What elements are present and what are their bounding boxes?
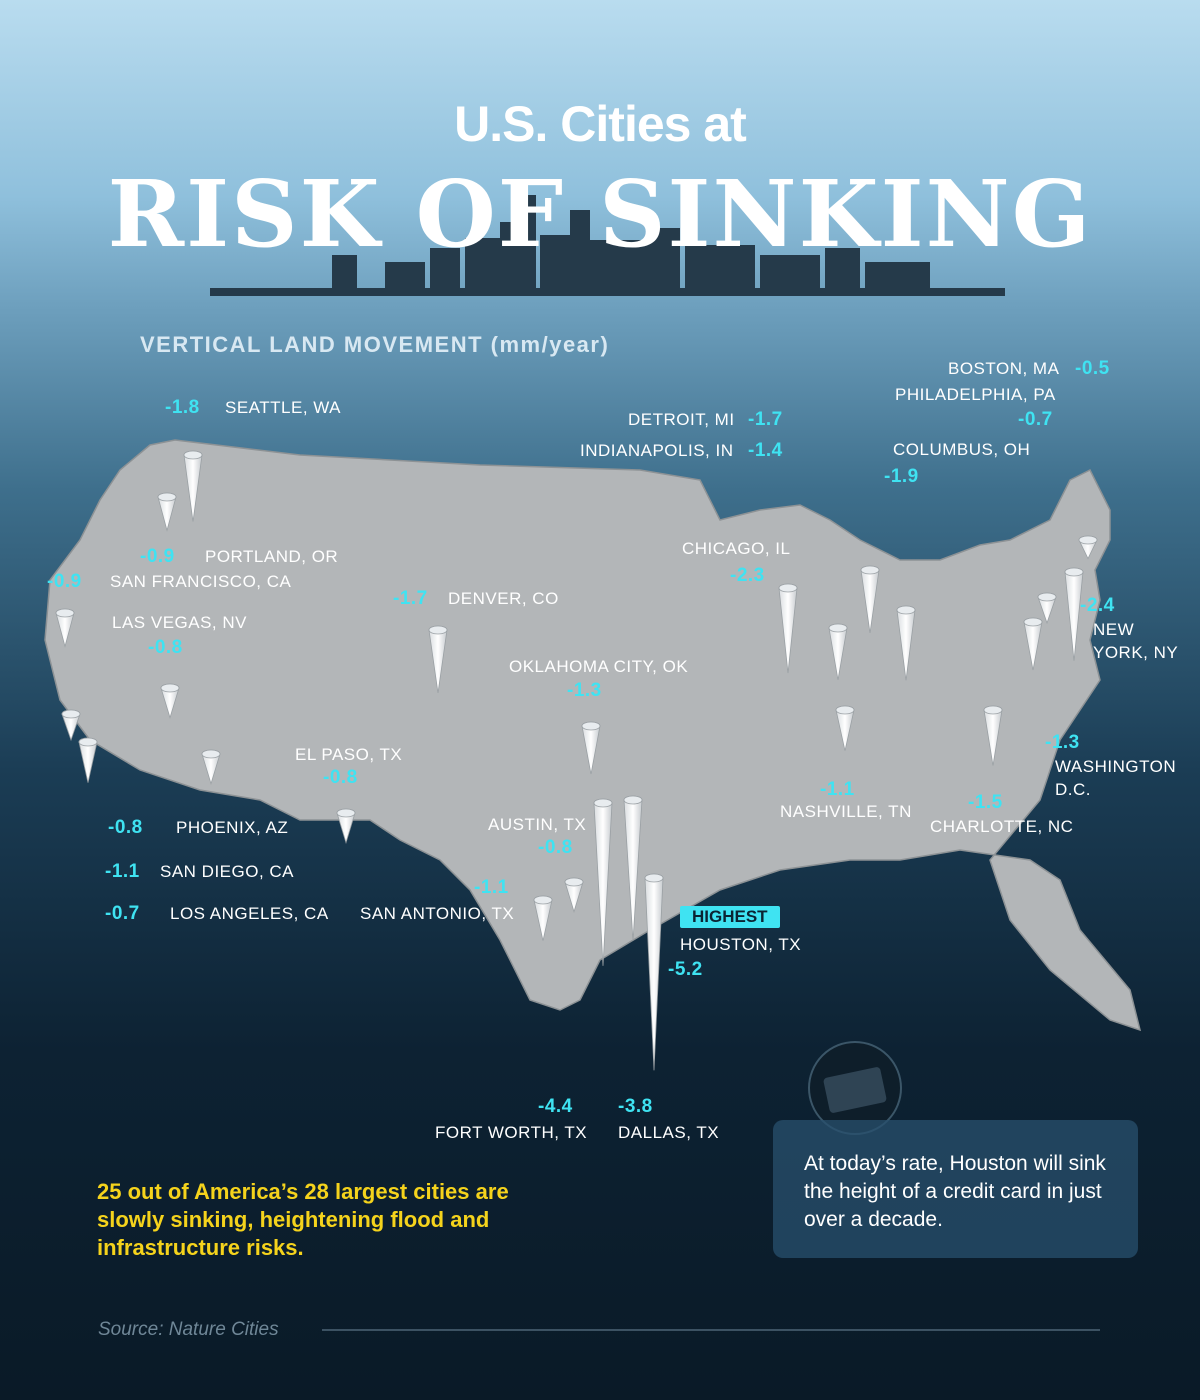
cone-top [61, 709, 81, 719]
city-name: SAN FRANCISCO, CA [110, 572, 292, 591]
city-name: CHICAGO, IL [682, 539, 791, 558]
cone-top [55, 608, 75, 618]
cone-top [828, 623, 848, 633]
city-value: -0.8 [538, 837, 573, 858]
city-name: INDIANAPOLIS, IN [580, 441, 734, 460]
city-value: -5.2 [668, 959, 703, 980]
highest-badge: HIGHEST [680, 906, 780, 928]
city-name: HOUSTON, TX [680, 935, 802, 954]
cone-top [336, 808, 356, 818]
city-value: -0.8 [148, 637, 183, 658]
cone-top [644, 873, 664, 883]
callout-box: At today’s rate, Houston will sink the h… [773, 1120, 1138, 1258]
city-name: LAS VEGAS, NV [112, 613, 247, 632]
source: Source: Nature Cities [98, 1319, 279, 1340]
city-name: SEATTLE, WA [225, 398, 342, 417]
city-name: AUSTIN, TX [488, 815, 587, 834]
subtitle: VERTICAL LAND MOVEMENT (mm/year) [140, 332, 610, 357]
cone-top [835, 705, 855, 715]
cone-top [183, 450, 203, 460]
city-name: PORTLAND, OR [205, 547, 339, 566]
cone-top [78, 737, 98, 747]
cone-top [983, 705, 1003, 715]
cone-top [1064, 567, 1084, 577]
city-name: SAN DIEGO, CA [160, 862, 295, 881]
city-name: COLUMBUS, OH [893, 440, 1031, 459]
city-value: -1.4 [748, 440, 783, 461]
city-value: -0.7 [105, 903, 140, 924]
cone-top [593, 798, 613, 808]
city-value: -0.7 [1018, 409, 1053, 430]
city-value: -0.5 [1075, 358, 1110, 379]
cone-top [533, 895, 553, 905]
city-value: -0.8 [323, 767, 358, 788]
cone-top [1037, 592, 1057, 602]
title-line-2: RISK OF SINKING [107, 160, 1093, 268]
city-value: -1.1 [105, 861, 140, 882]
city-value: -2.3 [730, 565, 765, 586]
city-value: -1.3 [567, 680, 602, 701]
city-name: EL PASO, TX [295, 745, 403, 764]
city-name: OKLAHOMA CITY, OK [509, 657, 689, 676]
city-value: -1.1 [820, 779, 855, 800]
city-name: PHOENIX, AZ [176, 818, 289, 837]
cone-top [860, 565, 880, 575]
city-value: -0.9 [47, 571, 82, 592]
city-name: CHARLOTTE, NC [930, 817, 1074, 836]
cone-top [623, 795, 643, 805]
city-value: -1.8 [165, 397, 200, 418]
city-value: -4.4 [538, 1096, 573, 1117]
city-name: NASHVILLE, TN [780, 802, 912, 821]
city-name: LOS ANGELES, CA [170, 904, 329, 923]
city-value: -1.7 [393, 588, 428, 609]
skyline [210, 195, 1005, 296]
cone-top [778, 583, 798, 593]
city-value: -0.9 [140, 546, 175, 567]
city-name: SAN ANTONIO, TX [360, 904, 515, 923]
city-name: BOSTON, MA [948, 359, 1060, 378]
cone-top [428, 625, 448, 635]
sinking-cone [644, 873, 664, 1071]
summary-note: 25 out of America’s 28 largest cities ar… [97, 1179, 509, 1260]
city-name: DENVER, CO [448, 589, 559, 608]
city-name: NEW YORK, NY [1093, 620, 1179, 662]
city-value: -1.9 [884, 466, 919, 487]
city-value: -0.8 [108, 817, 143, 838]
cone-top [201, 749, 221, 759]
city-name: PHILADELPHIA, PA [895, 385, 1056, 404]
city-name: DALLAS, TX [618, 1123, 720, 1142]
city-value: -2.4 [1080, 595, 1115, 616]
city-value: -1.7 [748, 409, 783, 430]
city-value: -1.1 [474, 877, 509, 898]
cone-top [1078, 535, 1098, 545]
cone-top [157, 492, 177, 502]
cone-top [1023, 617, 1043, 627]
cone-top [896, 605, 916, 615]
city-name: FORT WORTH, TX [435, 1123, 588, 1142]
city-value: -1.5 [968, 792, 1003, 813]
city-name: DETROIT, MI [628, 410, 735, 429]
cone-top [564, 877, 584, 887]
cone-top [581, 721, 601, 731]
callout-text: At today’s rate, Houston will sink the h… [804, 1152, 1106, 1231]
city-name: WASHINGTON D.C. [1055, 757, 1177, 799]
city-value: -3.8 [618, 1096, 653, 1117]
cone-top [160, 683, 180, 693]
city-value: -1.3 [1045, 732, 1080, 753]
title-line-1: U.S. Cities at [454, 96, 747, 152]
credit-card [823, 1067, 887, 1113]
